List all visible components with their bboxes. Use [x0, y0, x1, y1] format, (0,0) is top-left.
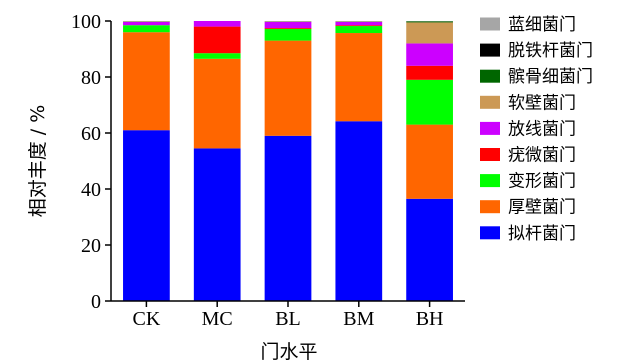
bar-segment: [335, 121, 383, 302]
legend-swatch: [480, 174, 500, 188]
y-tick-label: 80: [81, 67, 101, 89]
bar-segment: [123, 32, 170, 131]
y-axis-label: 相对丰度 / %: [27, 105, 49, 218]
y-tick-label: 100: [71, 11, 101, 33]
x-tick-label: BH: [416, 308, 444, 330]
bar-segment: [193, 148, 241, 301]
bar-segment: [406, 79, 453, 125]
x-axis-label: 门水平: [260, 341, 317, 363]
bar-segment: [264, 21, 312, 28]
bar-segment: [335, 33, 383, 122]
y-tick-label: 0: [91, 291, 101, 313]
legend-label: 疣微菌门: [508, 146, 576, 166]
bar-segment: [123, 21, 170, 26]
legend-swatch: [480, 69, 500, 83]
bar-segment: [264, 40, 312, 136]
legend-label: 蓝细菌门: [508, 15, 576, 35]
legend-label: 髌骨细菌门: [508, 67, 593, 87]
bar-segment: [123, 25, 170, 33]
y-tick-label: 40: [81, 179, 101, 201]
bar-segment: [193, 53, 241, 59]
bar-segment: [406, 124, 453, 199]
bar-segment: [193, 58, 241, 149]
bar-segment: [264, 28, 312, 29]
bars-layer: [123, 21, 453, 302]
x-tick-label: BM: [343, 308, 374, 330]
legend-label: 拟杆菌门: [508, 224, 576, 244]
bar-segment: [264, 135, 312, 301]
legend-swatch: [480, 200, 500, 214]
legend-swatch: [480, 17, 500, 31]
bar-segment: [193, 21, 241, 27]
legend-label: 放线菌门: [508, 119, 576, 139]
legend-label: 软壁菌门: [508, 93, 576, 113]
bar-segment: [406, 21, 453, 23]
x-tick-label: MC: [202, 308, 233, 330]
legend-swatch: [480, 95, 500, 109]
bar-segment: [406, 198, 453, 301]
y-tick-label: 20: [81, 235, 101, 257]
y-tick-label: 60: [81, 123, 101, 145]
legend-swatch: [480, 121, 500, 135]
bar-segment: [264, 28, 312, 41]
x-tick-label: CK: [133, 308, 161, 330]
bar-segment: [123, 130, 170, 301]
ticks-layer: 0 20 40 60 80 100 CK MC BL BM BH: [71, 11, 443, 330]
bar-segment: [406, 22, 453, 44]
legend-label: 脱铁杆菌门: [508, 41, 593, 61]
legend-label: 厚壁菌门: [508, 198, 576, 218]
legend-swatch: [480, 226, 500, 240]
legend-label: 变形菌门: [508, 172, 576, 192]
legend-swatch: [480, 148, 500, 161]
bar-segment: [406, 65, 453, 80]
x-tick-label: BL: [275, 308, 301, 330]
bar-segment: [335, 21, 383, 26]
bar-segment: [335, 25, 383, 27]
bar-segment: [406, 43, 453, 66]
bar-segment: [193, 26, 241, 54]
legend-swatch: [480, 43, 500, 57]
bar-segment: [335, 26, 383, 34]
